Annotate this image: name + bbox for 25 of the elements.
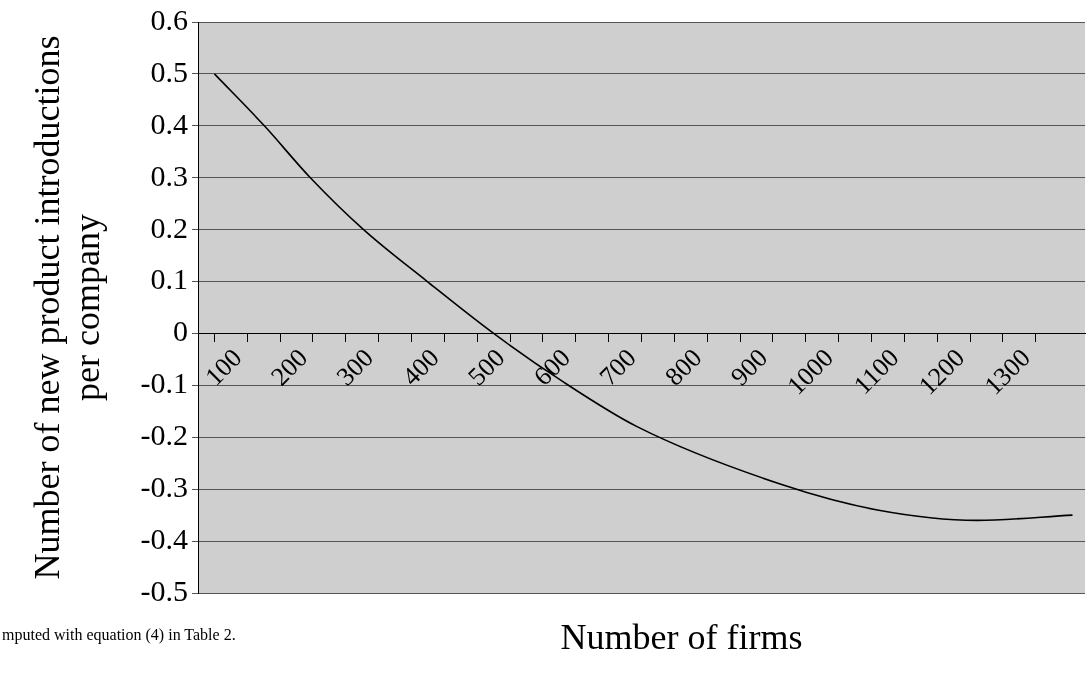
y-tick-label: -0.1 — [140, 366, 188, 400]
x-tick-label: 100 — [199, 343, 248, 392]
x-tick-label: 1100 — [847, 343, 905, 400]
y-tick-label: 0.3 — [150, 158, 188, 192]
y-tick-label: -0.5 — [140, 573, 188, 607]
x-tick-label: 200 — [265, 343, 314, 392]
x-tick-label: 600 — [527, 343, 577, 392]
y-tick-label: -0.3 — [140, 470, 188, 504]
y-tick-label: -0.4 — [140, 521, 188, 555]
y-tick-label: 0.4 — [150, 106, 188, 140]
x-tick-label: 300 — [330, 343, 379, 392]
x-tick-label: 900 — [725, 343, 774, 392]
y-tick-label: 0.5 — [150, 54, 188, 88]
text: mputed with equation (4) in Table 2. — [2, 626, 236, 645]
x-tick-label: 700 — [593, 343, 642, 392]
x-axis-title: Number of firms — [560, 617, 803, 658]
y-tick-label: 0.6 — [150, 2, 188, 36]
y-tick-label: 0.1 — [150, 262, 188, 296]
x-tick-label: 400 — [396, 343, 445, 392]
y-tick-label: 0 — [173, 314, 188, 348]
x-tick-label: 500 — [462, 343, 511, 392]
y-tick-label: 0.2 — [150, 210, 188, 244]
x-tick-label: 800 — [659, 343, 708, 392]
y-axis-title: Number of new product introductions per company — [27, 35, 108, 580]
y-tick-label: -0.2 — [140, 418, 188, 452]
